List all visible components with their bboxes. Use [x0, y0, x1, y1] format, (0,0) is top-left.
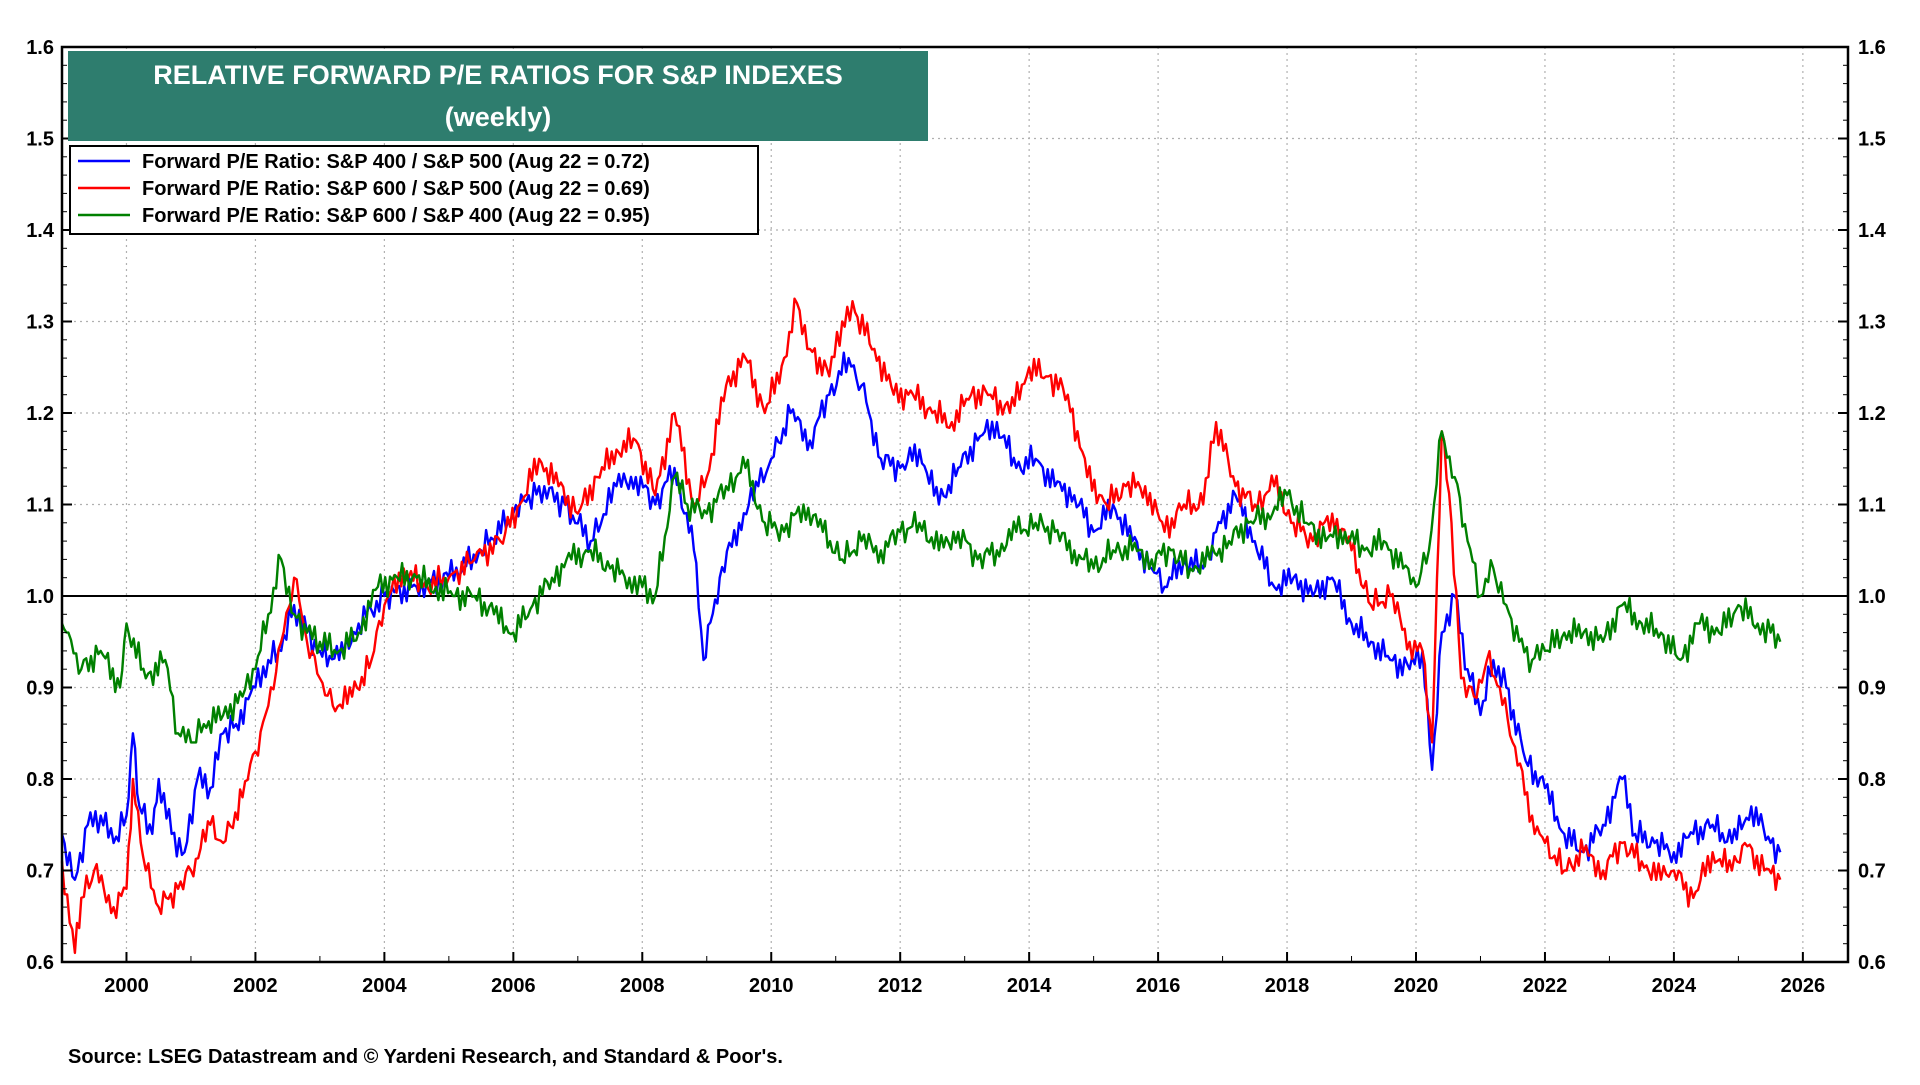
y-tick-label-left: 0.9	[26, 678, 54, 700]
title-background	[68, 51, 928, 141]
x-tick-label: 2020	[1394, 975, 1439, 997]
y-tick-label-left: 0.8	[26, 769, 54, 791]
y-tick-label-left: 0.7	[26, 861, 54, 883]
y-tick-label-right: 0.7	[1858, 861, 1886, 883]
y-tick-label-right: 1.0	[1858, 586, 1886, 608]
y-tick-label-right: 1.5	[1858, 129, 1886, 151]
x-tick-label: 2012	[878, 975, 923, 997]
legend: Forward P/E Ratio: S&P 400 / S&P 500 (Au…	[69, 145, 759, 235]
legend-label-s600-s400: Forward P/E Ratio: S&P 600 / S&P 400 (Au…	[142, 205, 650, 227]
series-line-1	[60, 297, 1782, 955]
y-tick-label-right: 0.8	[1858, 769, 1886, 791]
gridlines	[62, 46, 1848, 963]
source-note: Source: LSEG Datastream and © Yardeni Re…	[68, 1046, 783, 1068]
x-tick-label: 2018	[1265, 975, 1310, 997]
x-tick-label: 2024	[1652, 975, 1697, 997]
series-layer	[60, 297, 1782, 955]
y-tick-label-right: 1.4	[1858, 220, 1887, 242]
y-tick-label-right: 0.6	[1858, 952, 1886, 974]
x-tick-label: 2016	[1136, 975, 1181, 997]
title-box: RELATIVE FORWARD P/E RATIOS FOR S&P INDE…	[68, 51, 928, 141]
y-tick-label-left: 1.3	[26, 312, 54, 334]
legend-label-s400-s500: Forward P/E Ratio: S&P 400 / S&P 500 (Au…	[142, 151, 650, 173]
chart-subtitle: (weekly)	[445, 102, 552, 132]
y-tick-label-right: 1.2	[1858, 403, 1886, 425]
y-tick-label-left: 1.6	[26, 37, 54, 59]
y-tick-label-left: 1.2	[26, 403, 54, 425]
x-tick-label: 2022	[1523, 975, 1568, 997]
x-tick-label: 2010	[749, 975, 794, 997]
y-tick-label-right: 1.6	[1858, 37, 1886, 59]
legend-label-s600-s500: Forward P/E Ratio: S&P 600 / S&P 500 (Au…	[142, 178, 650, 200]
axes: 0.6 0.6 0.7 0.7 0.8 0.8 0.9 0.9 1.0 1.0 1.1 1.1 1.2 1…	[26, 37, 1886, 997]
series-line-0	[60, 351, 1782, 881]
y-tick-label-left: 1.1	[26, 495, 54, 517]
y-tick-label-left: 1.5	[26, 129, 54, 151]
x-tick-label: 2026	[1781, 975, 1826, 997]
x-tick-label: 2008	[620, 975, 665, 997]
y-tick-label-right: 1.1	[1858, 495, 1886, 517]
x-tick-label: 2014	[1007, 975, 1052, 997]
y-tick-label-left: 1.0	[26, 586, 54, 608]
chart-title: RELATIVE FORWARD P/E RATIOS FOR S&P INDE…	[153, 60, 843, 90]
legend-box	[69, 145, 759, 235]
y-tick-label-right: 1.3	[1858, 312, 1886, 334]
x-tick-label: 2006	[491, 975, 536, 997]
y-tick-label-left: 0.6	[26, 952, 54, 974]
y-tick-label-right: 0.9	[1858, 678, 1886, 700]
x-tick-label: 2004	[362, 975, 407, 997]
x-tick-label: 2002	[233, 975, 278, 997]
series-line-2	[60, 430, 1782, 744]
x-tick-label: 2000	[104, 975, 149, 997]
y-tick-label-left: 1.4	[26, 220, 55, 242]
